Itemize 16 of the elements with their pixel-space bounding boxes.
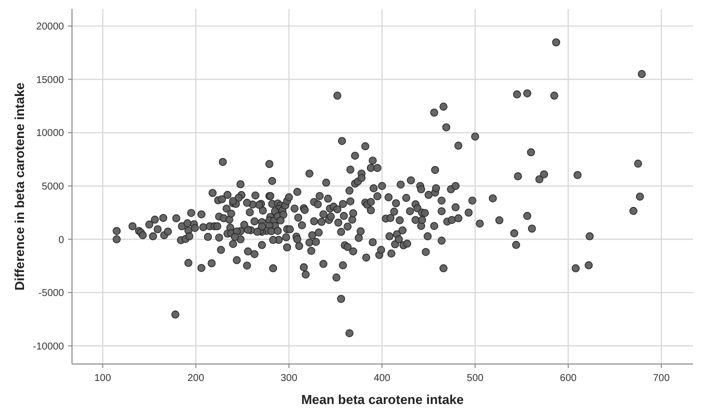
y-tick-label: 0 bbox=[58, 234, 64, 246]
x-tick-label: 100 bbox=[94, 373, 112, 384]
x-tick-label: 500 bbox=[466, 373, 484, 384]
y-tick-label: 20000 bbox=[36, 22, 64, 33]
x-tick-label: 700 bbox=[653, 373, 670, 384]
y-tick-label: 10000 bbox=[36, 128, 64, 140]
y-tick-label: 5000 bbox=[42, 181, 64, 192]
x-axis-title: Mean beta carotene intake bbox=[301, 392, 464, 407]
x-tick-label: 600 bbox=[560, 373, 578, 384]
y-tick-label: -5000 bbox=[38, 288, 64, 300]
x-tick-label: 400 bbox=[374, 373, 391, 384]
x-tick-label: 200 bbox=[187, 373, 205, 384]
y-axis-title: Difference in beta carotene intake bbox=[12, 82, 27, 291]
y-tick-label: -10000 bbox=[32, 341, 64, 352]
x-tick-label: 300 bbox=[280, 373, 298, 384]
y-tick-label: 15000 bbox=[36, 74, 64, 86]
